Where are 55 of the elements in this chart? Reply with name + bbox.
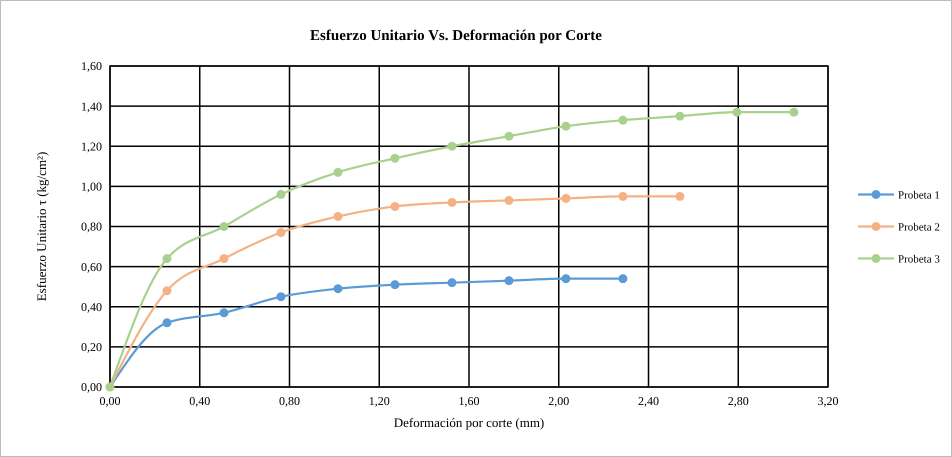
point [219, 308, 228, 318]
point [618, 274, 628, 284]
point [561, 274, 570, 284]
point [162, 286, 172, 296]
x-tick-label: 1,60 [458, 394, 480, 408]
point [675, 112, 684, 121]
y-axis-title: Esfuerzo Unitario τ (kg/cm²) [34, 152, 49, 302]
point [561, 194, 570, 203]
x-tick-label: 0,40 [189, 394, 210, 408]
legend-label: Probeta 1 [898, 189, 940, 202]
point [219, 254, 228, 264]
y-tick-label: 0,60 [81, 260, 102, 274]
point [276, 292, 286, 302]
legend-label: Probeta 3 [898, 253, 940, 266]
x-tick-label: 2,80 [728, 394, 749, 408]
chart-title: Esfuerzo Unitario Vs. Deformación por Corte [310, 28, 602, 44]
point [447, 278, 456, 288]
point [504, 196, 514, 205]
y-tick-label: 1,00 [81, 180, 102, 194]
point [504, 276, 514, 286]
x-axis-title: Deformación por corte (mm) [394, 415, 544, 430]
point [618, 116, 628, 125]
x-tick-label: 2,00 [548, 394, 570, 408]
x-tick-label: 0,80 [279, 394, 300, 408]
point [732, 108, 742, 117]
y-tick-label: 1,20 [81, 139, 102, 154]
point [675, 192, 684, 201]
y-tick-label: 0,00 [81, 380, 102, 394]
point [390, 154, 400, 163]
point [789, 108, 798, 117]
point [162, 318, 172, 328]
y-tick-label: 1,60 [81, 59, 102, 74]
x-tick-label: 0,00 [100, 394, 120, 408]
point [276, 228, 286, 238]
point [504, 132, 514, 141]
y-tick-label: 1,40 [81, 99, 102, 114]
y-tick-label: 0,40 [81, 300, 102, 314]
legend-label: Probeta 2 [898, 221, 940, 234]
point [618, 192, 628, 201]
y-tick-label: 0,20 [81, 340, 102, 354]
x-tick-label: 3,20 [818, 394, 838, 408]
point [162, 254, 172, 264]
point [390, 280, 400, 290]
point [276, 190, 286, 199]
y-tick-label: 0,80 [81, 220, 102, 234]
point [390, 202, 400, 211]
point [561, 122, 570, 131]
point [447, 142, 456, 151]
point [447, 198, 456, 207]
x-tick-label: 1,20 [368, 394, 390, 408]
point [333, 168, 342, 177]
point [333, 212, 342, 221]
point [333, 284, 342, 294]
point [219, 222, 228, 231]
x-tick-label: 2,40 [638, 394, 659, 408]
